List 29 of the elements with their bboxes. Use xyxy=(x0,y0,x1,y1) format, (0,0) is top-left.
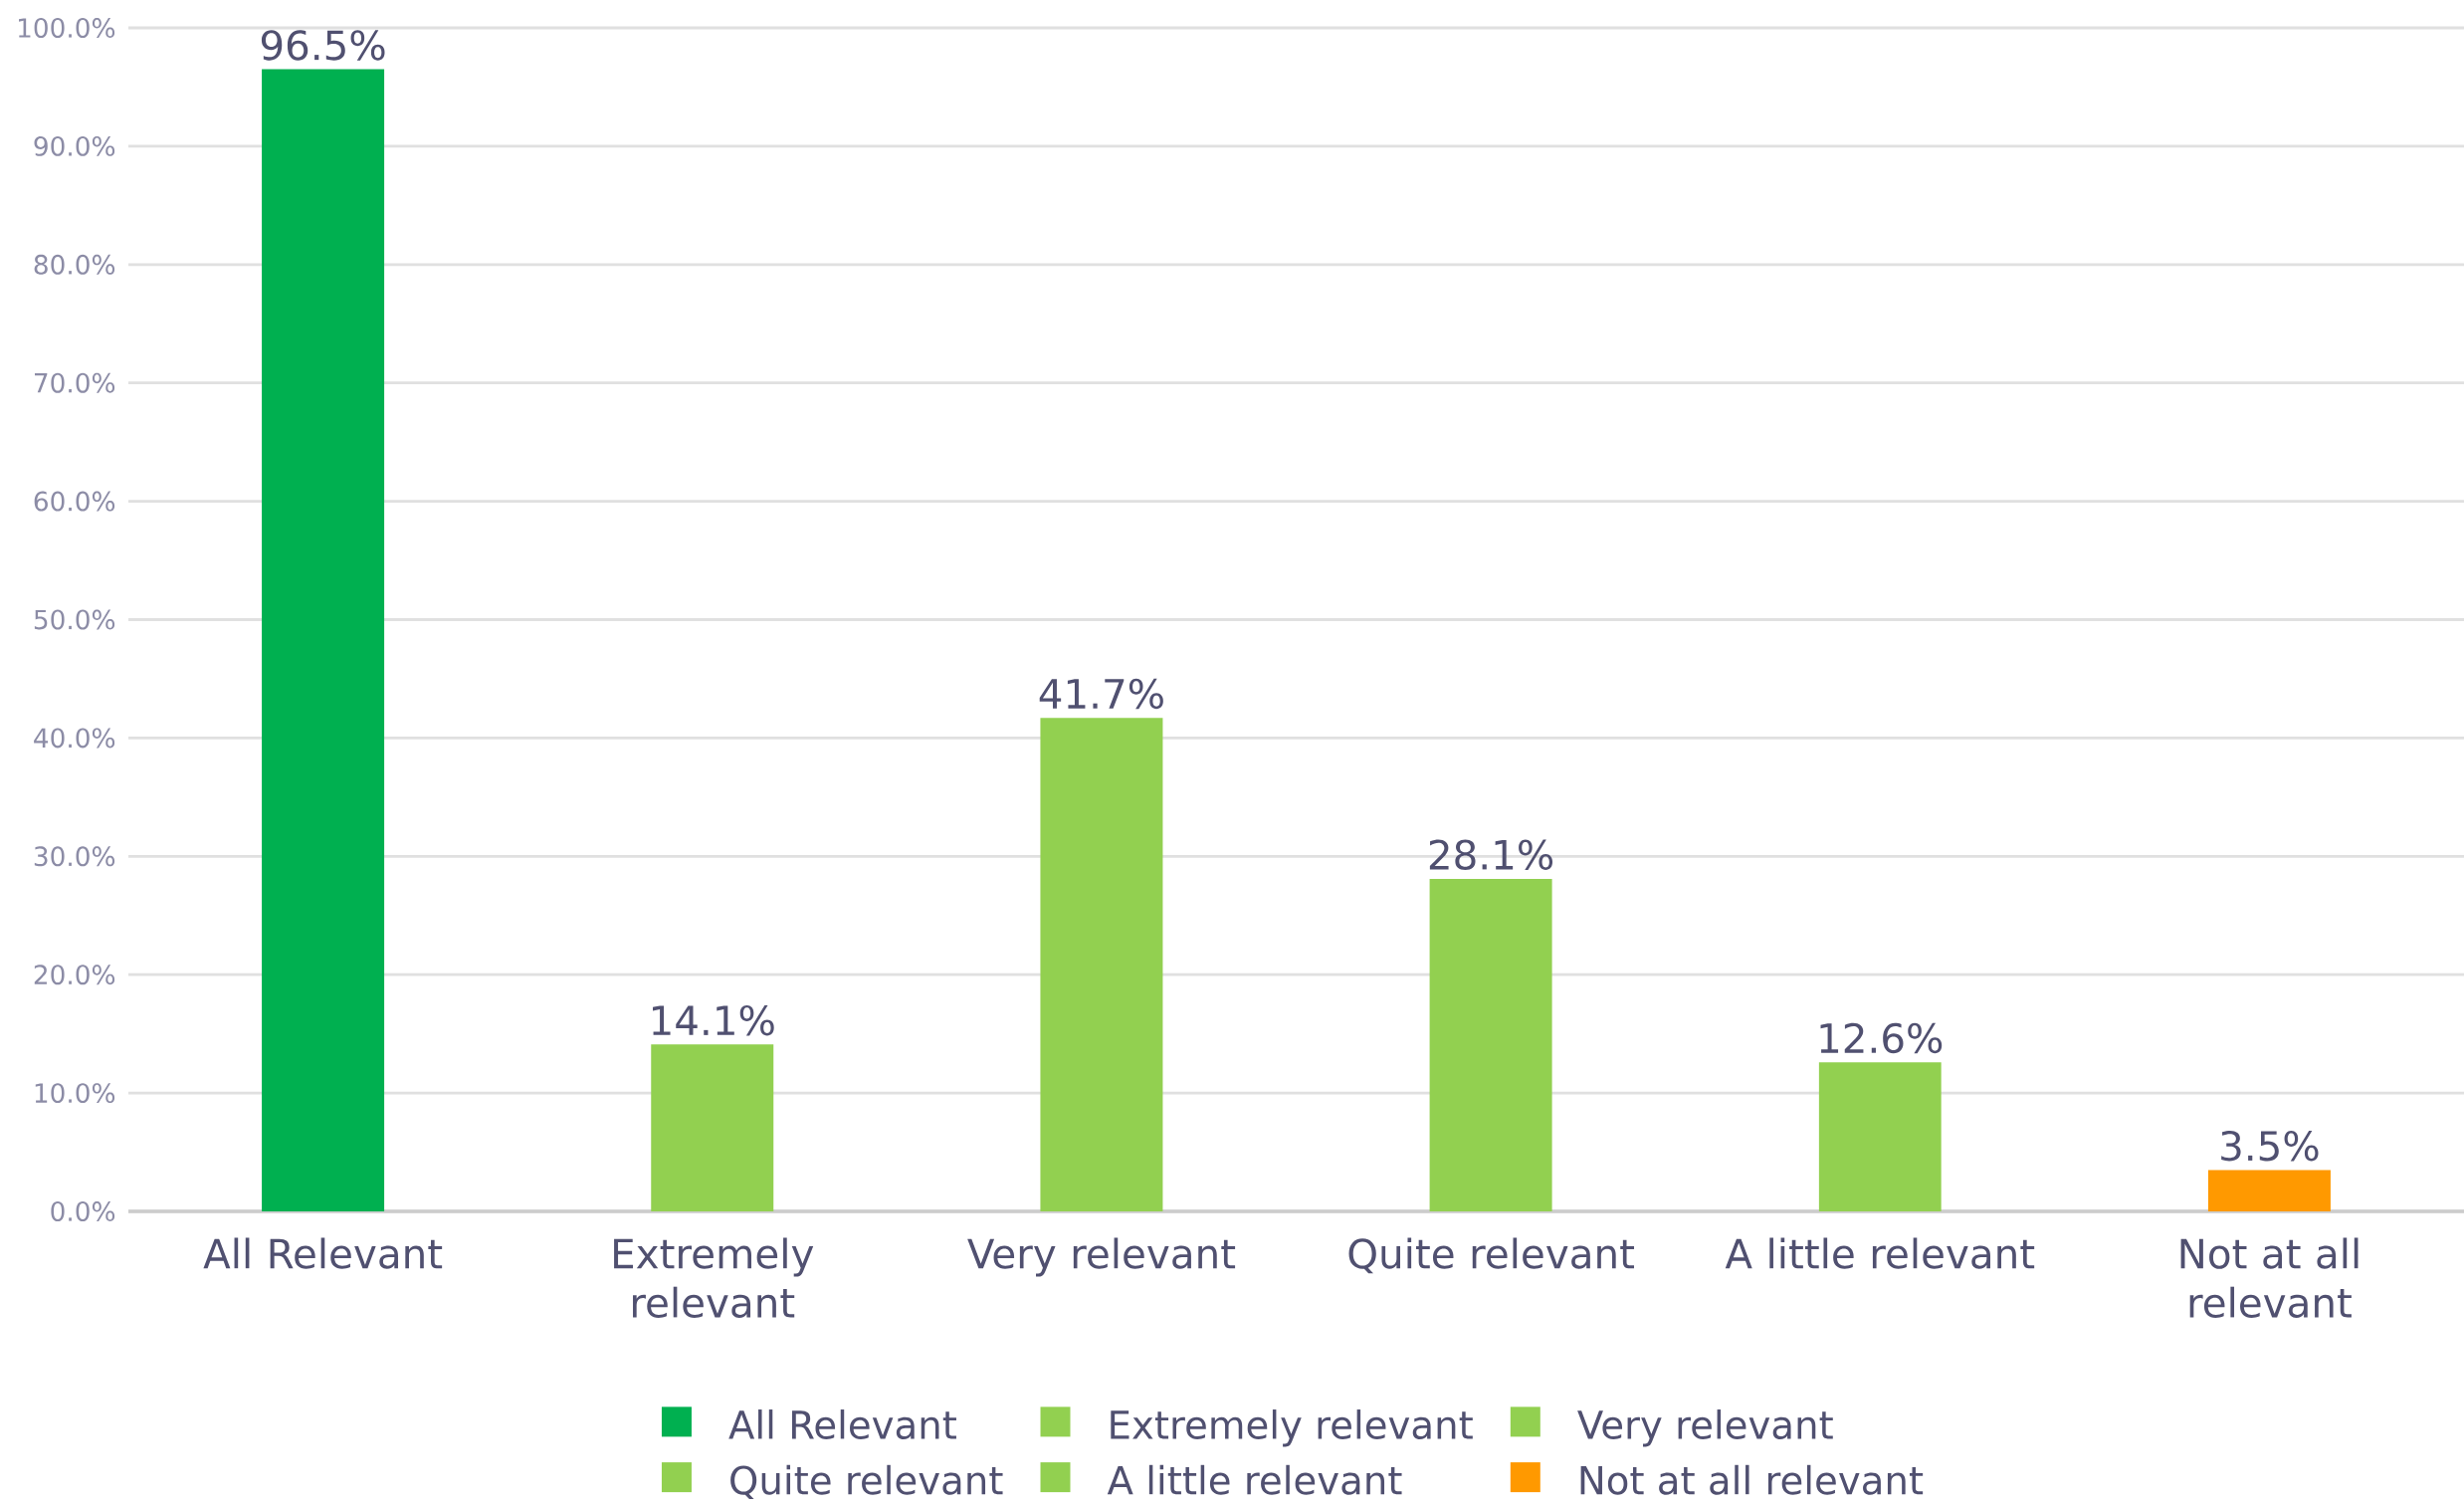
x-tick-label: A little relevant xyxy=(1725,1237,2035,1269)
x-tick-label: Quite relevant xyxy=(1348,1237,1634,1274)
y-tick-label: 10.0% xyxy=(35,1083,115,1104)
legend-label: All Relevant xyxy=(728,1409,956,1439)
y-tick-label: 30.0% xyxy=(34,846,115,867)
y-tick-label: 50.0% xyxy=(34,609,115,630)
y-tick-label: 70.0% xyxy=(34,372,115,393)
data-label: 3.5% xyxy=(2221,1130,2319,1162)
y-tick-label: 90.0% xyxy=(34,135,115,156)
data-label: 28.1% xyxy=(1429,839,1553,870)
x-tick-label: Not at all relevant xyxy=(2180,1237,2359,1318)
legend-label: Very relevant xyxy=(1577,1409,1833,1447)
data-label: 14.1% xyxy=(653,1004,774,1036)
data-label: 12.6% xyxy=(1820,1022,1943,1054)
y-tick-label: 40.0% xyxy=(34,728,115,749)
y-tick-label: 20.0% xyxy=(34,965,115,985)
legend-label: Not at all relevant xyxy=(1580,1464,1924,1495)
y-tick-label: 80.0% xyxy=(34,254,115,275)
y-tick-label: 60.0% xyxy=(34,491,115,512)
legend-label: Quite relevant xyxy=(730,1464,1003,1500)
legend-label: A little relevant xyxy=(1107,1464,1402,1495)
y-tick-label: 100.0% xyxy=(18,18,115,38)
data-label: 41.7% xyxy=(1039,678,1163,710)
x-tick-label: Extremely relevant xyxy=(614,1237,814,1318)
data-label: 96.5% xyxy=(261,30,385,61)
legend-label: Extremely relevant xyxy=(1111,1409,1473,1447)
y-tick-label: 0.0% xyxy=(51,1201,115,1221)
x-tick-label: All Relevant xyxy=(203,1237,443,1269)
x-tick-label: Very relevant xyxy=(967,1237,1236,1277)
